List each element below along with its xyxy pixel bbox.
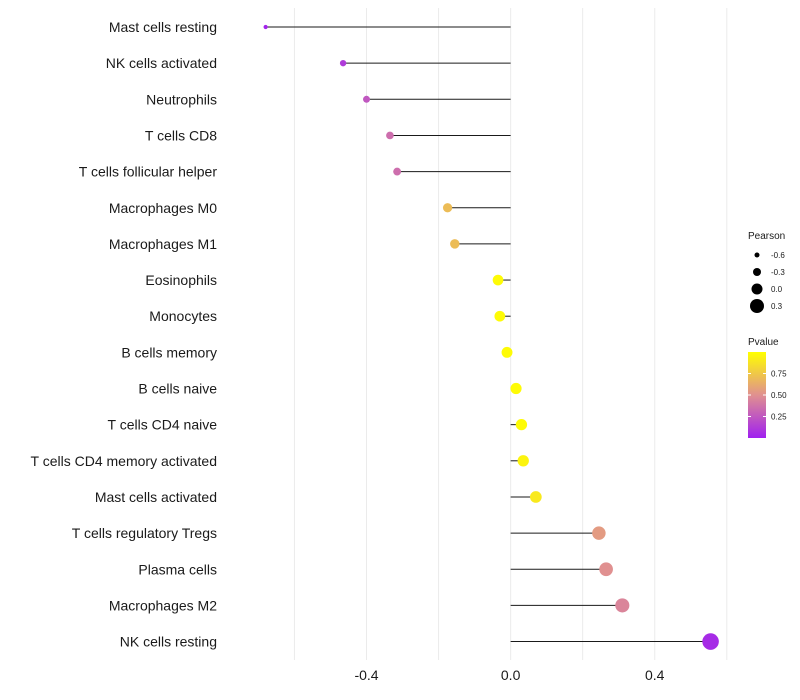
lollipop-point	[442, 203, 453, 213]
legend-pearson-label: -0.3	[771, 268, 785, 277]
legend-pearson-dot	[754, 252, 760, 258]
x-tick-label: 0.0	[501, 667, 521, 683]
lollipop-point	[339, 59, 347, 67]
legend-pearson-label: 0.3	[771, 302, 783, 311]
category-label: Neutrophils	[146, 91, 217, 107]
lollipop-point	[386, 131, 394, 140]
x-tick-label: -0.4	[354, 667, 378, 683]
category-label: B cells memory	[121, 344, 217, 360]
lollipop-point	[501, 346, 513, 358]
x-tick-label: 0.4	[645, 667, 665, 683]
category-label: Eosinophils	[145, 272, 217, 288]
segment-layer	[265, 26, 711, 643]
legend-pearson-dot	[750, 299, 764, 313]
lollipop-point	[592, 526, 606, 540]
category-label: Plasma cells	[138, 561, 217, 577]
grid-layer	[293, 8, 728, 660]
lollipop-point	[450, 239, 460, 249]
legend-pearson-label: -0.6	[771, 251, 785, 260]
category-label: Mast cells resting	[109, 19, 217, 35]
category-label: Macrophages M0	[109, 200, 217, 216]
category-label: B cells naive	[138, 381, 217, 397]
category-label: T cells follicular helper	[79, 164, 218, 180]
category-label: T cells regulatory Tregs	[72, 525, 217, 541]
legend-pvalue-label: 0.50	[771, 391, 787, 400]
lollipop-point	[363, 95, 371, 103]
point-layer	[263, 24, 719, 650]
lollipop-point	[702, 633, 719, 650]
legend-pvalue-colorbar	[748, 352, 766, 438]
legend-pearson-dot	[751, 283, 763, 295]
legend-pvalue-label: 0.25	[771, 413, 787, 422]
category-label: T cells CD4 memory activated	[31, 453, 217, 469]
lollipop-point	[515, 419, 528, 431]
tick-layer: -0.4 0.0 0.4	[354, 667, 664, 683]
lollipop-point	[615, 598, 630, 613]
lollipop-point	[517, 455, 529, 467]
category-label: T cells CD4 naive	[108, 417, 218, 433]
category-label: Macrophages M2	[109, 597, 217, 613]
category-label: NK cells resting	[120, 634, 217, 650]
lollipop-point	[393, 167, 402, 176]
legend-pvalue-title: Pvalue	[748, 337, 779, 348]
category-label: NK cells activated	[106, 55, 217, 71]
legend-pearson-label: 0.0	[771, 285, 783, 294]
lollipop-point	[494, 310, 506, 322]
category-label: Macrophages M1	[109, 236, 217, 252]
lollipop-point	[529, 491, 542, 503]
legend-pearson-title: Pearson	[748, 231, 785, 242]
lollipop-point	[510, 382, 522, 395]
lollipop-point	[599, 562, 613, 577]
lollipop-point	[492, 274, 504, 286]
category-label: Monocytes	[149, 308, 217, 324]
legend-pvalue-label: 0.75	[771, 370, 787, 379]
category-label: T cells CD8	[145, 127, 217, 143]
lollipop-point	[263, 24, 268, 30]
label-layer: Mast cells resting NK cells activated Neut…	[31, 19, 218, 650]
category-label: Mast cells activated	[95, 489, 217, 505]
legend-pearson-dot	[753, 268, 761, 276]
legend-pearson: Pearson -0.6 -0.3 0.0 0.3	[748, 231, 785, 313]
legend-pvalue: Pvalue 0.75 0.50 0.25	[748, 337, 787, 438]
